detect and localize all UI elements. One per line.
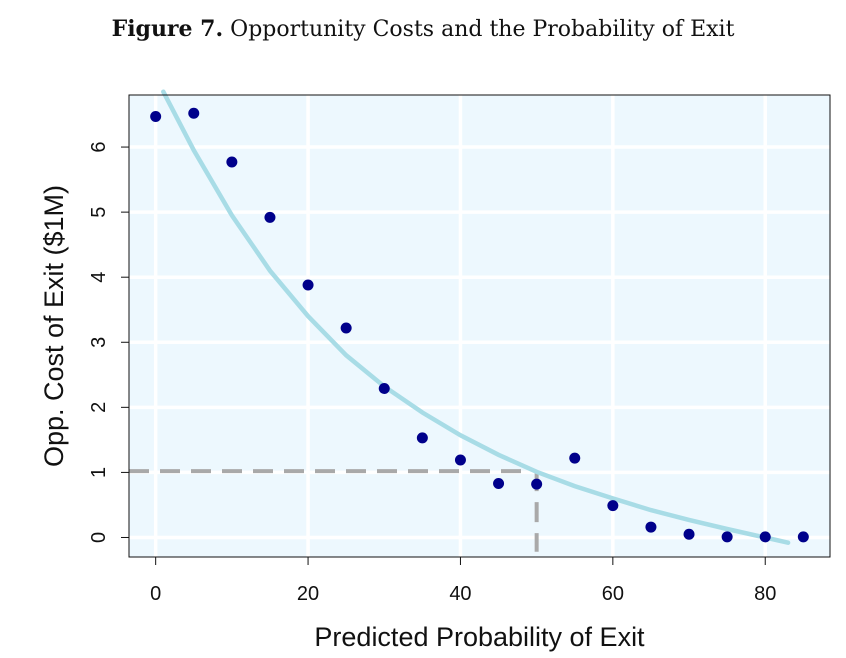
data-point [226, 156, 238, 168]
data-point [759, 531, 771, 543]
data-point [645, 521, 657, 533]
data-point [340, 322, 352, 334]
x-tick-label: 0 [150, 583, 161, 605]
figure-title: Figure 7. Opportunity Costs and the Prob… [0, 16, 846, 42]
data-point [797, 531, 809, 543]
data-point [416, 432, 428, 444]
y-tick-label: 1 [88, 467, 110, 478]
data-points [150, 107, 809, 543]
y-tick-label: 4 [88, 272, 110, 283]
y-tick-label: 3 [88, 337, 110, 348]
x-axis-title: Predicted Probability of Exit [314, 622, 645, 652]
plot-panel [129, 95, 830, 557]
data-point [531, 478, 543, 490]
figure-caption: Opportunity Costs and the Probability of… [230, 17, 735, 42]
data-point [607, 500, 619, 512]
y-tick-label: 2 [88, 402, 110, 413]
data-point [378, 382, 390, 394]
data-point [569, 452, 581, 464]
data-point [454, 454, 466, 466]
y-axis: 0 1 2 3 4 5 6 [88, 141, 129, 543]
data-point [683, 528, 695, 540]
figure-label: Figure 7. [111, 16, 224, 42]
plot-frame [128, 94, 831, 558]
data-point [721, 531, 733, 543]
data-point [493, 477, 505, 489]
y-tick-label: 5 [88, 207, 110, 218]
data-point [188, 107, 200, 119]
data-point [302, 279, 314, 291]
x-tick-label: 80 [754, 583, 776, 605]
x-tick-label: 60 [602, 583, 624, 605]
x-axis: 0 20 40 60 80 [150, 557, 776, 605]
data-point [264, 211, 276, 223]
x-tick-label: 20 [297, 583, 319, 605]
grid [129, 95, 830, 557]
data-point [150, 110, 162, 122]
fitted-curve [161, 89, 791, 545]
y-axis-title: Opp. Cost of Exit ($1M) [39, 185, 69, 467]
x-tick-label: 40 [449, 583, 471, 605]
y-tick-label: 6 [88, 141, 110, 152]
y-tick-label: 0 [88, 532, 110, 543]
